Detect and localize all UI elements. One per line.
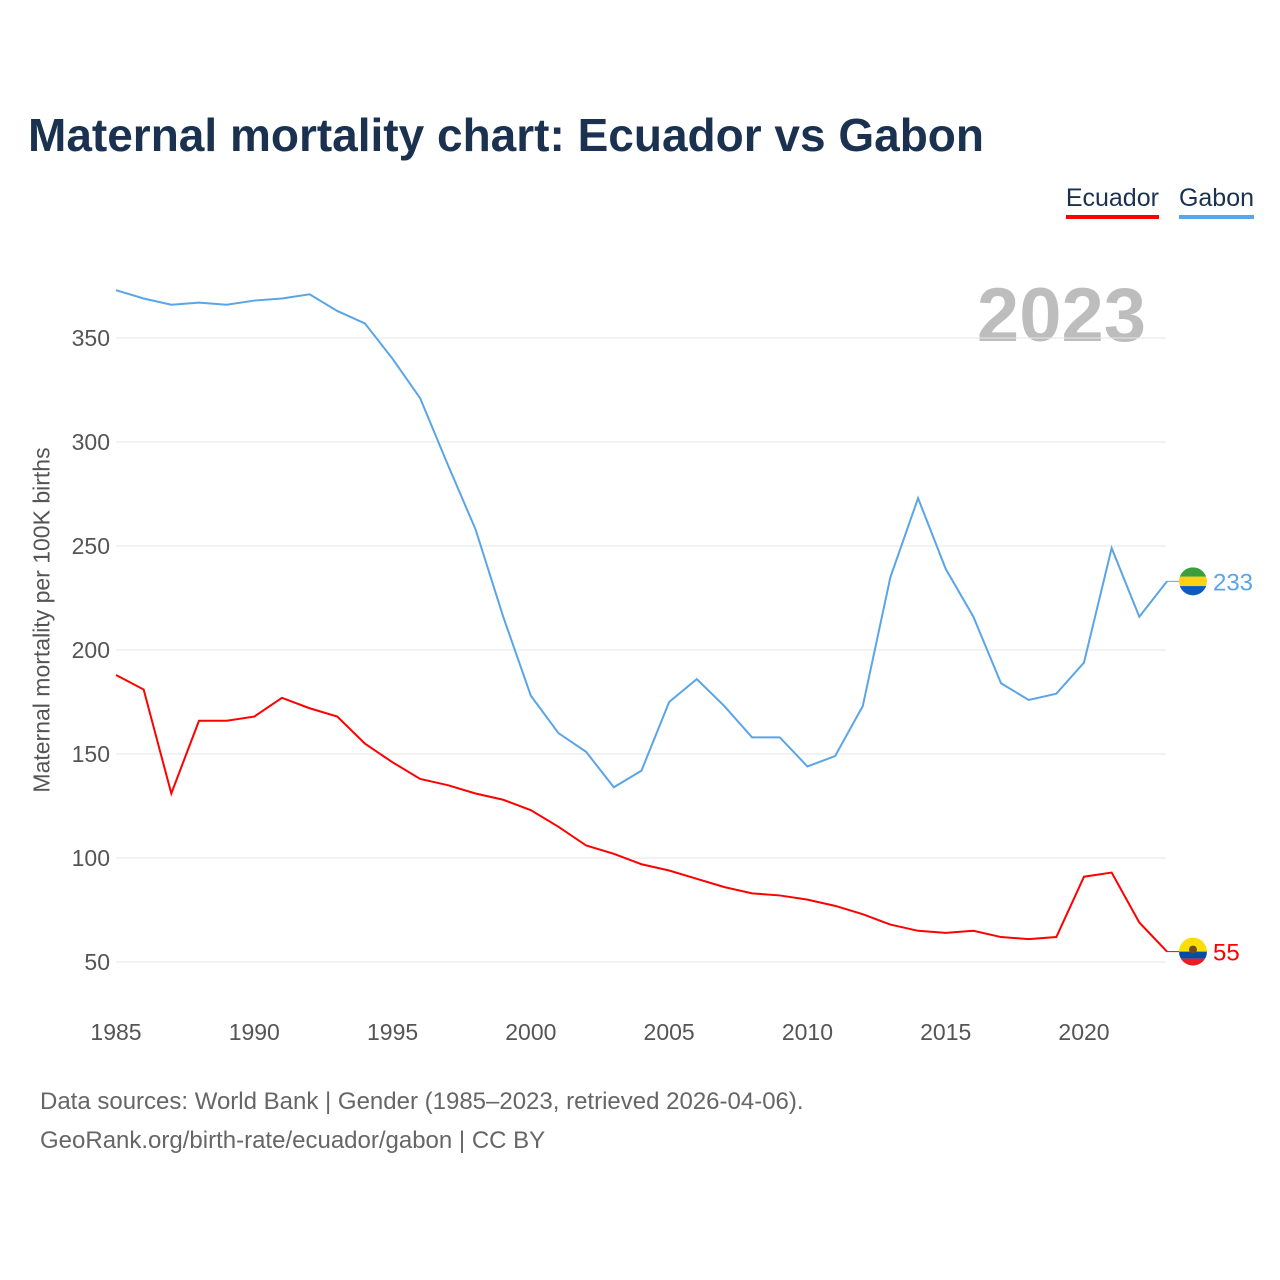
series-line-ecuador — [115, 674, 1168, 953]
end-value-label: 55 — [1213, 940, 1240, 967]
flag-stripe — [1178, 951, 1207, 959]
legend: Ecuador Gabon — [1065, 184, 1254, 219]
legend-ecuador[interactable]: Ecuador — [1065, 184, 1159, 219]
source-note: Data sources: World Bank | Gender (1985–… — [40, 1088, 804, 1115]
y-tick-label: 100 — [72, 845, 110, 871]
x-tick-label: 1995 — [367, 1019, 418, 1045]
x-tick-label: 2015 — [920, 1019, 971, 1045]
y-tick-label: 50 — [84, 949, 110, 975]
flag-stripe — [1178, 576, 1207, 587]
year-label: 2023 — [976, 273, 1146, 358]
y-tick-label: 150 — [72, 741, 110, 767]
series-line-gabon — [115, 289, 1168, 789]
x-tick-label: 1985 — [90, 1019, 141, 1045]
chart-title: Maternal mortality chart: Ecuador vs Gab… — [28, 109, 985, 161]
x-tick-label: 2000 — [505, 1019, 556, 1045]
flag-stripe — [1178, 937, 1207, 952]
source-link[interactable]: GeoRank.org/birth-rate/ecuador/gabon | C… — [40, 1127, 546, 1154]
x-tick-label: 2020 — [1058, 1019, 1109, 1045]
x-tick-label: 2005 — [644, 1019, 695, 1045]
y-tick-label: 250 — [72, 533, 110, 559]
y-tick-label: 350 — [72, 325, 110, 351]
flag-stripe — [1178, 586, 1207, 596]
flag-stripe — [1178, 567, 1207, 577]
flag-stripe — [1178, 958, 1207, 966]
flag-emblem — [1188, 945, 1197, 954]
x-tick-label: 1990 — [229, 1019, 280, 1045]
legend-gabon[interactable]: Gabon — [1178, 184, 1254, 219]
y-tick-label: 200 — [72, 637, 110, 663]
end-value-label: 233 — [1213, 569, 1253, 596]
x-tick-label: 2010 — [782, 1019, 833, 1045]
y-tick-label: 300 — [72, 429, 110, 455]
